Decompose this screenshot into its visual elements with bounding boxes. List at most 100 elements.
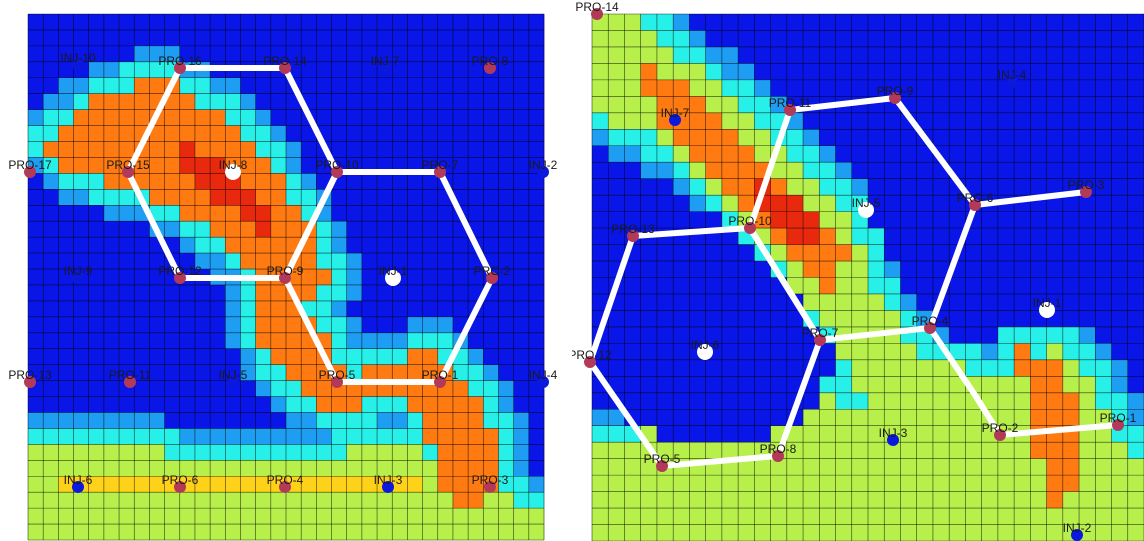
well-marker — [744, 222, 756, 234]
well-marker — [385, 270, 401, 286]
well-inj-1: INJ-1 — [379, 264, 408, 286]
well-marker — [669, 114, 681, 126]
well-pro-5: PRO-5 — [644, 452, 681, 472]
well-label: INJ-7 — [661, 106, 690, 120]
well-label: INJ-2 — [529, 158, 558, 172]
well-pro-13: PRO-13 — [8, 368, 52, 388]
well-inj-8: INJ-8 — [219, 158, 248, 180]
well-marker — [174, 272, 186, 284]
left-reservoir-map: INJ-10 PRO-16 PRO-14 INJ-7 PRO-8 PRO-17 PRO-15… — [8, 13, 558, 541]
well-label: PRO-11 — [109, 368, 152, 382]
well-label: PRO-9 — [267, 264, 304, 278]
well-label: PRO-5 — [319, 368, 356, 382]
well-label: PRO-2 — [982, 421, 1019, 435]
well-label: PRO-6 — [957, 191, 994, 205]
well-pro-3: PRO-3 — [472, 473, 509, 493]
well-pro-6: PRO-6 — [957, 191, 994, 211]
well-label: PRO-2 — [474, 264, 511, 278]
well-label: PRO-8 — [760, 442, 797, 456]
well-marker — [969, 199, 981, 211]
well-label: INJ-3 — [879, 426, 908, 440]
well-marker — [1080, 186, 1092, 198]
well-label: PRO-14 — [263, 54, 307, 68]
well-marker — [814, 334, 826, 346]
well-pro-10: PRO-10 — [315, 158, 359, 178]
well-label: PRO-3 — [472, 473, 509, 487]
well-marker — [72, 272, 84, 284]
well-label: PRO-17 — [8, 158, 52, 172]
well-label: PRO-12 — [158, 264, 202, 278]
grid-cells — [592, 14, 1144, 541]
well-inj-5: INJ-5 — [219, 368, 248, 388]
well-marker — [627, 230, 639, 242]
well-pro-2: PRO-2 — [982, 421, 1019, 441]
well-inj-7: INJ-7 — [661, 106, 690, 126]
well-pro-3: PRO-3 — [1068, 178, 1105, 198]
well-inj-5: INJ-5 — [852, 196, 881, 218]
wells: PRO-14 INJ-4 PRO-11 PRO-9 INJ-7 PRO-6 PRO-3 INJ… — [572, 0, 1137, 541]
well-marker — [537, 376, 549, 388]
well-inj-9: INJ-9 — [64, 264, 93, 284]
well-label: PRO-4 — [267, 473, 304, 487]
well-label: PRO-11 — [769, 96, 812, 110]
well-pro-13: PRO-13 — [611, 222, 655, 242]
well-inj-2: INJ-2 — [1063, 521, 1092, 541]
well-pro-14: PRO-14 — [575, 0, 619, 20]
well-pro-16: PRO-16 — [158, 54, 202, 74]
well-inj-3: INJ-3 — [879, 426, 908, 446]
well-marker — [784, 104, 796, 116]
well-label: INJ-5 — [852, 196, 881, 210]
well-marker — [174, 481, 186, 493]
well-pro-5: PRO-5 — [319, 368, 356, 388]
well-pro-2: PRO-2 — [474, 264, 511, 284]
well-label: PRO-1 — [1100, 411, 1137, 425]
well-label: INJ-6 — [64, 473, 93, 487]
well-pro-11: PRO-11 — [769, 96, 812, 116]
well-pro-8: PRO-8 — [760, 442, 797, 462]
well-marker — [279, 481, 291, 493]
well-label: INJ-7 — [371, 54, 400, 68]
grid-cells — [28, 14, 545, 541]
well-marker — [434, 166, 446, 178]
well-marker — [537, 166, 549, 178]
well-inj-2: INJ-2 — [529, 158, 558, 178]
well-marker — [124, 376, 136, 388]
well-label: PRO-4 — [912, 314, 949, 328]
well-pro-17: PRO-17 — [8, 158, 52, 178]
well-label: PRO-3 — [1068, 178, 1105, 192]
well-label: PRO-15 — [106, 158, 150, 172]
well-label: PRO-12 — [572, 348, 612, 362]
pattern-connector-3 — [927, 325, 1121, 438]
well-pro-4: PRO-4 — [267, 473, 304, 493]
well-pro-9: PRO-9 — [267, 264, 304, 284]
well-label: INJ-10 — [60, 51, 96, 65]
well-label: INJ-6 — [691, 338, 720, 352]
well-pro-1: PRO-1 — [422, 368, 459, 388]
well-marker — [697, 344, 713, 360]
well-marker — [434, 376, 446, 388]
well-label: PRO-10 — [728, 214, 772, 228]
well-marker — [382, 481, 394, 493]
well-pro-12: PRO-12 — [158, 264, 202, 284]
well-label: INJ-5 — [219, 368, 248, 382]
well-marker — [122, 166, 134, 178]
well-inj-7: INJ-7 — [371, 54, 400, 74]
pattern-connector-4 — [972, 189, 1089, 208]
well-inj-4: INJ-4 — [998, 68, 1027, 88]
well-marker — [1039, 302, 1055, 318]
well-marker — [379, 62, 391, 74]
well-marker — [484, 62, 496, 74]
well-marker — [656, 460, 668, 472]
well-label: INJ-1 — [1033, 296, 1062, 310]
grid-lines — [27, 13, 545, 541]
left-map-panel: INJ-10 PRO-16 PRO-14 INJ-7 PRO-8 PRO-17 PRO-15… — [8, 13, 558, 541]
well-inj-6: INJ-6 — [691, 338, 720, 360]
well-pro-12: PRO-12 — [572, 348, 612, 368]
well-label: PRO-8 — [472, 54, 509, 68]
well-marker — [24, 376, 36, 388]
right-map-panel: PRO-14 INJ-4 PRO-11 PRO-9 INJ-7 PRO-6 PRO-3 INJ… — [572, 0, 1144, 541]
well-pro-8: PRO-8 — [472, 54, 509, 74]
well-marker — [72, 59, 84, 71]
well-marker — [887, 434, 899, 446]
well-marker — [889, 92, 901, 104]
